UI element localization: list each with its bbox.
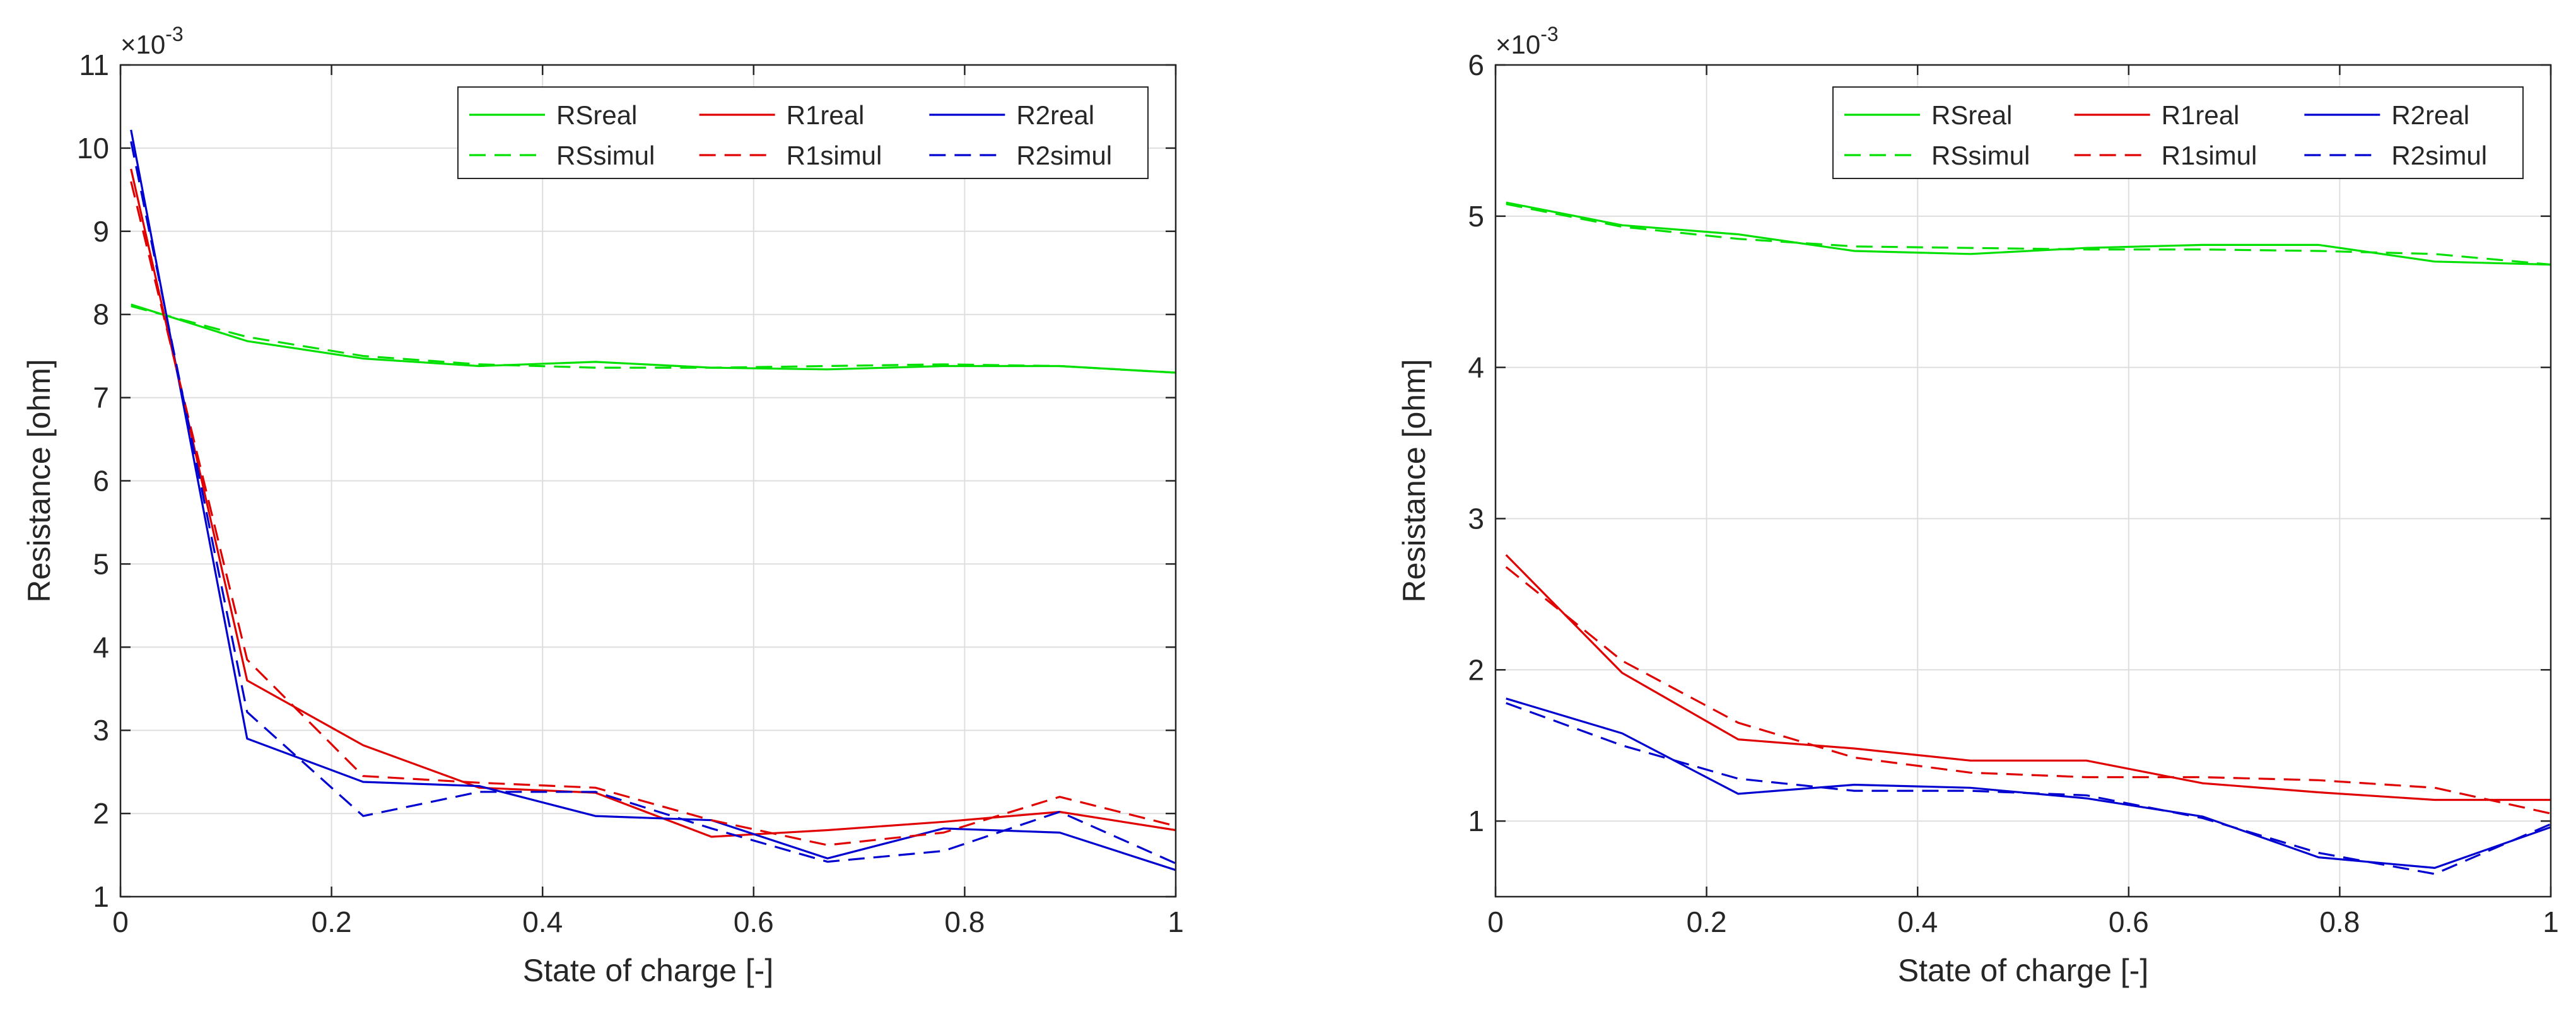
legend-label-rssimul: RSsimul <box>1931 141 2030 170</box>
legend-label-r1simul: R1simul <box>787 141 882 170</box>
y-tick-label: 6 <box>1468 49 1484 81</box>
y-tick-label: 2 <box>1468 653 1484 686</box>
y-axis-multiplier-exponent: -3 <box>1540 23 1558 45</box>
legend-label-r1simul: R1simul <box>2162 141 2257 170</box>
y-axis-multiplier-exponent: -3 <box>165 23 183 45</box>
series-line-rssimul <box>1506 203 2551 266</box>
series-group <box>130 129 1176 871</box>
series-line-r1simul <box>1505 566 2551 815</box>
legend-label-r2real: R2real <box>1016 100 1094 130</box>
series-line-rssimul <box>131 305 1176 374</box>
legend-box <box>1832 86 2524 179</box>
x-tick-label: 0.2 <box>312 905 352 938</box>
x-tick-label: 0.4 <box>522 905 563 938</box>
x-tick-label: 0.8 <box>2319 905 2360 938</box>
legend-label-r1real: R1real <box>2162 100 2240 130</box>
legend-box <box>457 86 1149 179</box>
series-line-r2simul <box>1506 702 2551 875</box>
y-axis-label: Resistance [ohm] <box>1396 359 1432 602</box>
x-tick-label: 0.6 <box>2109 905 2149 938</box>
legend: RSreal R1real R2real RSsimul R1simul R2simul <box>457 86 1149 179</box>
legend-label-rsreal: RSreal <box>556 100 637 130</box>
y-axis-multiplier: ×10-3 <box>1496 23 1559 59</box>
y-tick-label: 4 <box>93 631 109 663</box>
legend-label-rsreal: RSreal <box>1931 100 2012 130</box>
y-tick-label: 4 <box>1468 351 1484 384</box>
x-tick-label: 0.8 <box>944 905 985 938</box>
y-axis-multiplier: ×10-3 <box>120 23 184 59</box>
right-resistance-chart: 0 0.2 0.4 0.6 0.8 1 1 2 3 4 5 6 ×10-3 State of charge… <box>1396 23 2559 988</box>
x-tick-label: 0.2 <box>1687 905 1727 938</box>
y-tick-label: 5 <box>1468 200 1484 233</box>
y-tick-label: 10 <box>77 132 109 165</box>
y-tick-label: 5 <box>93 547 109 580</box>
y-tick-label: 3 <box>1468 502 1484 535</box>
x-axis-label: State of charge [-] <box>523 953 773 988</box>
y-axis-label: Resistance [ohm] <box>21 359 57 602</box>
y-tick-label: 9 <box>93 215 109 248</box>
legend: RSreal R1real R2real RSsimul R1simul R2simul <box>1832 86 2524 179</box>
x-axis-label: State of charge [-] <box>1898 953 2148 988</box>
y-tick-label: 8 <box>93 298 109 331</box>
plot-area <box>1496 65 2551 897</box>
y-tick-label: 1 <box>93 880 109 913</box>
y-axis-multiplier-base: ×10 <box>120 30 165 59</box>
legend-label-r2real: R2real <box>2391 100 2469 130</box>
series-line-rsreal <box>131 303 1176 374</box>
axes-box <box>1494 64 2552 898</box>
legend-label-r1real: R1real <box>787 100 865 130</box>
y-tick-label: 1 <box>1468 805 1484 837</box>
x-tick-label: 0 <box>1487 905 1504 938</box>
y-tick-label: 11 <box>79 49 109 81</box>
legend-label-r2simul: R2simul <box>1016 141 1112 170</box>
y-tick-label: 2 <box>93 797 109 830</box>
y-tick-label: 7 <box>93 381 109 414</box>
series-line-r1real <box>130 168 1176 838</box>
x-tick-label: 0.4 <box>1897 905 1938 938</box>
series-line-r1simul <box>130 181 1176 846</box>
legend-label-rssimul: RSsimul <box>556 141 655 170</box>
series-line-r2simul <box>130 141 1176 865</box>
series-group <box>1505 201 2551 875</box>
y-tick-label: 6 <box>93 465 109 498</box>
y-tick-label: 3 <box>93 714 109 747</box>
x-tick-label: 1 <box>1168 905 1184 938</box>
ticks: 0 0.2 0.4 0.6 0.8 1 1 2 3 4 5 6 <box>1468 49 2558 938</box>
x-tick-label: 0 <box>112 905 129 938</box>
y-axis-multiplier-base: ×10 <box>1496 30 1540 59</box>
series-line-r1real <box>1505 554 2551 801</box>
x-tick-label: 1 <box>2543 905 2559 938</box>
legend-label-r2simul: R2simul <box>2391 141 2487 170</box>
x-tick-label: 0.6 <box>734 905 774 938</box>
